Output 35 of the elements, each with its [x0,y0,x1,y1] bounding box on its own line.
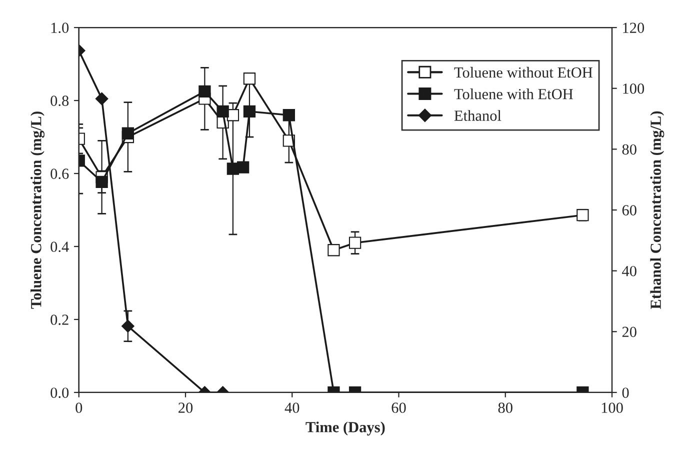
legend-label: Ethanol [454,110,502,121]
y2-tick-label: 100 [623,84,644,94]
y-tick-label: 0.0 [50,388,69,398]
point [348,236,362,249]
y-axis-title: Toluene Concentration (mg/L) [30,112,45,309]
x-axis-title: Time (Days) [306,422,385,436]
y2-tick-label: 80 [622,144,636,155]
y2-tick-label: 120 [623,22,644,33]
x-tick-label: 80 [498,402,512,413]
x-tick-label: 0 [76,402,82,413]
point [243,72,256,85]
y2-tick-label: 20 [622,326,636,338]
y-tick-label: 0.2 [50,314,68,325]
legend-label: Toluene with EtOH [454,88,573,100]
y-tick-label: 0.8 [50,96,69,106]
point [243,105,256,118]
legend-label: Toluene without EtOH [454,66,592,78]
y2-tick-label: 40 [622,266,636,276]
point [198,85,211,98]
x-tick-label: 100 [602,402,623,413]
y-tick-label: 1.0 [51,22,69,34]
point [96,176,108,188]
y2-tick-label: 60 [622,205,636,216]
point [328,244,340,256]
y2-axis-title: Ethanol Concentration (mg/L) [650,111,664,310]
x-tick-label: 20 [178,402,193,413]
point [216,105,229,118]
y-tick-label: 0.6 [50,168,69,180]
point [282,109,296,122]
y2-tick-label: 0 [622,388,629,398]
x-tick-label: 40 [284,402,300,413]
y-tick-label: 0.4 [50,242,69,252]
x-tick-label: 60 [392,402,406,413]
point [237,161,250,174]
point [122,127,134,140]
